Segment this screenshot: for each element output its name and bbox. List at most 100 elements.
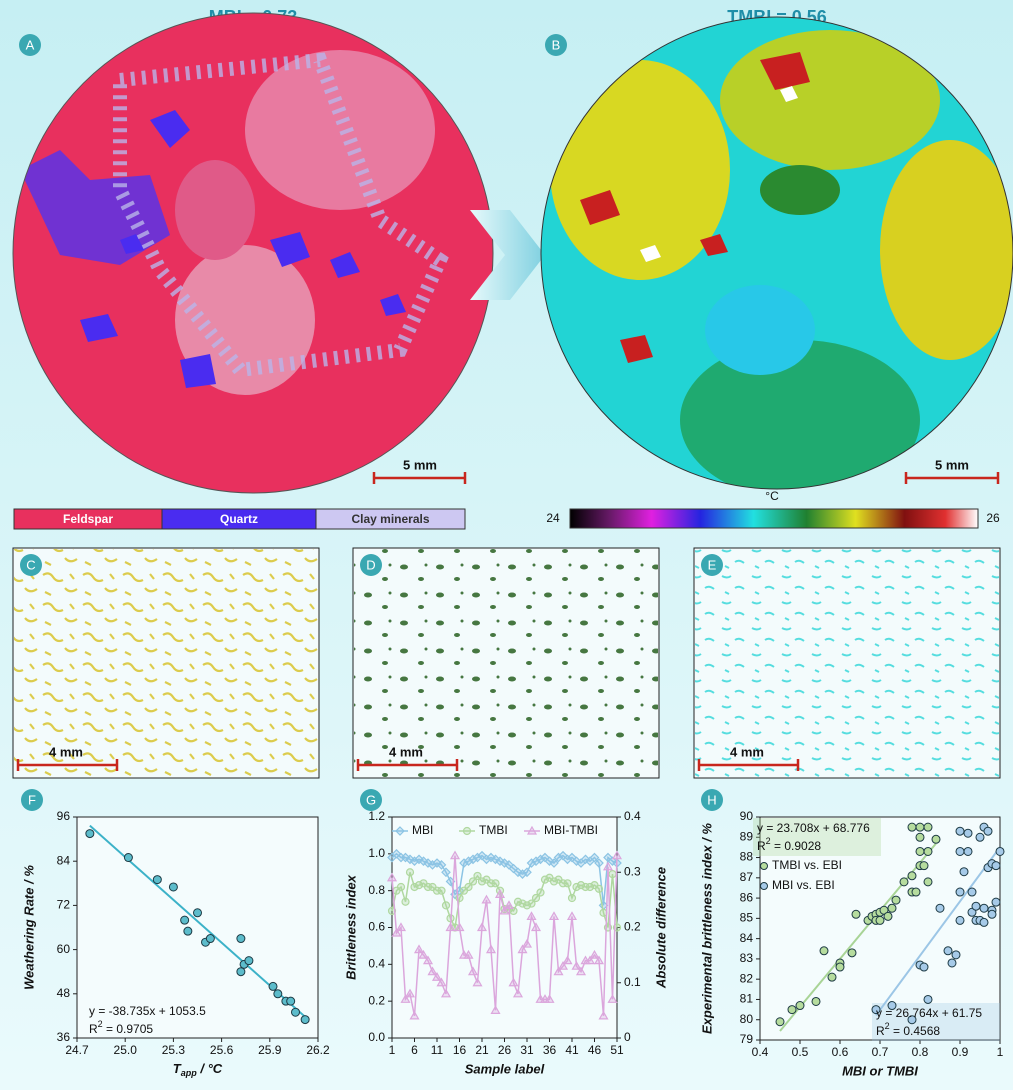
map-texture [354,549,658,777]
point [594,884,604,893]
point [549,858,559,868]
point [593,955,605,965]
point [400,994,411,1003]
point [598,1010,609,1020]
point [244,956,254,966]
x-tick-label: 41 [565,1043,579,1057]
fit-r2: R2 = 0.9705 [89,1019,153,1036]
x-axis-label-part: T [173,1061,182,1076]
point [963,846,973,856]
point [395,826,405,836]
point [236,967,246,977]
colorbar-min: 24 [546,511,560,525]
point [955,826,965,836]
map-texture [14,549,318,777]
equation-box [753,818,881,856]
point [991,897,1001,907]
point [983,826,993,836]
legend-label: Clay minerals [351,512,429,526]
point [971,901,981,911]
fit-equation: y = -38.735x + 1053.5 [89,1004,206,1018]
point [531,856,541,867]
point [931,834,941,844]
x-axis-label-part: / °C [197,1061,223,1076]
point [180,915,190,925]
fit-r2-part: 2 [885,1021,890,1031]
point [819,946,829,956]
point [915,822,925,832]
point [540,875,550,884]
point [409,856,420,867]
point [987,909,997,919]
x-tick-label: 0.7 [872,1045,889,1059]
point [499,858,510,868]
point [571,856,582,867]
point [400,852,411,863]
x-tick-label: 21 [475,1043,489,1057]
warm-zone [880,140,1013,360]
point [491,879,500,888]
point [481,854,492,865]
legend-label: MBI [412,823,433,837]
point [427,966,438,976]
point [468,877,478,886]
point [967,907,977,917]
scale-bar: 5 mm 5 mm [372,457,1000,484]
point [490,854,501,865]
point [827,972,837,982]
badge-label: C [26,557,35,572]
point [409,1010,420,1020]
point [427,860,438,870]
fit-r2-part: = 0.9028 [771,839,822,853]
point [395,922,407,932]
point [494,889,506,898]
y2-tick-label: 0.2 [624,920,641,934]
point [594,858,604,868]
badge [360,789,382,811]
badge-label: F [28,792,36,807]
legend-label: Feldspar [63,512,113,526]
y-tick-label: 0.4 [368,957,385,971]
badge-label: B [552,37,561,52]
y-tick-label: 1.0 [368,846,385,860]
scale-line [16,759,119,771]
point [891,895,901,905]
scale-line [372,472,467,484]
point [923,994,933,1004]
colorbar-max: 26 [986,511,1000,525]
point [286,996,296,1006]
point [431,972,443,981]
point [472,977,483,987]
point [123,853,133,863]
legend-label: MBI-TMBI [544,823,598,837]
fit-r2-part: = 0.4568 [890,1024,941,1038]
colorbar [569,508,979,529]
point [535,854,546,865]
y-tick-label: 85 [740,911,754,925]
point [548,911,560,921]
scale-bar-label: 4 mm [730,744,764,759]
y-tick-label: 88 [740,850,754,864]
point [526,858,537,868]
x-tick-label: 1 [389,1043,396,1057]
point [273,989,283,999]
y-tick-label: 90 [740,809,754,823]
y-tick-label: 81 [740,992,754,1006]
point [907,1015,917,1025]
x-tick-label: 36 [543,1043,557,1057]
point [553,966,564,976]
y-tick-label: 0.0 [368,1030,385,1044]
point [418,856,429,867]
clast [245,50,435,210]
point [811,996,821,1006]
point [899,877,909,887]
point [589,852,600,863]
y-tick-label: 83 [740,951,754,965]
legend-label: TMBI vs. EBI [772,858,842,872]
fit-r2-part: 2 [766,836,771,846]
point [517,869,528,879]
y-tick-label: 48 [57,986,71,1000]
y-tick-label: 82 [740,971,754,985]
point [440,988,452,998]
point [522,901,532,910]
